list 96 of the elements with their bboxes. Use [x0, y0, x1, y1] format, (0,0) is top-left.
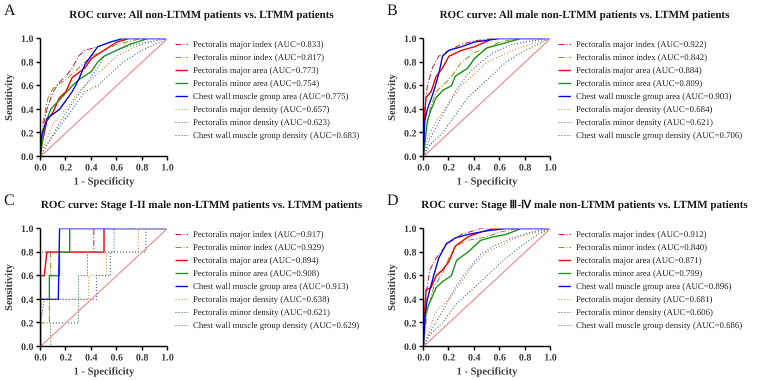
legend-label: Chest wall muscle group area (AUC=0.913): [193, 280, 348, 292]
x-tick-label: 0.0: [417, 352, 430, 364]
legend-label: Pectoralis minor density (AUC=0.623): [193, 116, 330, 128]
y-tick-label: 0.6: [404, 81, 416, 92]
x-tick-label: 1.0: [161, 352, 174, 364]
legend-label: Pectoralis major density (AUC=0.638): [193, 293, 330, 305]
text: C: [4, 191, 15, 211]
text: Pectoralis major area (AUC=0.871): [576, 254, 702, 266]
legend-label: Pectoralis minor area (AUC=0.809): [576, 77, 702, 89]
legend-label: Pectoralis minor density (AUC=0.606): [576, 306, 713, 318]
text: B: [387, 1, 398, 21]
x-tick-label: 0.0: [417, 162, 430, 174]
x-tick-label: 0.2: [60, 162, 72, 174]
x-tick-label: 0.8: [136, 162, 148, 174]
legend-label: Chest wall muscle group area (AUC=0.775): [193, 90, 348, 102]
x-axis-title: 1 - Specificity: [456, 176, 518, 188]
text: Pectoralis major index (AUC=0.917): [193, 228, 324, 240]
x-tick-label: 0.6: [110, 352, 123, 364]
y-tick-label: 0.0: [404, 152, 416, 163]
x-axis-title: 1 - Specificity: [74, 176, 136, 188]
x-tick-label: 0.4: [468, 162, 481, 174]
text: ROC curve: Stage I-II male non-LTMM patients vs. LTMM patients: [40, 198, 364, 213]
y-tick-label: 1.0: [21, 224, 34, 235]
legend-label: Pectoralis major index (AUC=0.833): [193, 38, 324, 50]
legend-label: Pectoralis minor index (AUC=0.817): [193, 51, 324, 63]
y-tick-label: 1.0: [404, 34, 416, 45]
y-tick-label: 0.4: [21, 294, 34, 306]
y-tick-label: 0.6: [404, 271, 416, 282]
x-tick-label: 0.2: [442, 162, 456, 174]
y-tick-label: 0.4: [21, 104, 34, 116]
legend-label: Pectoralis minor density (AUC=0.621): [193, 306, 330, 318]
legend-label: Chest wall muscle group area (AUC=0.896): [576, 280, 732, 292]
text: ROC curve: Stage Ⅲ-Ⅳ male non-LTMM patients vs. LTMM patients: [420, 198, 749, 213]
y-tick-label: 0.8: [404, 58, 416, 69]
text: Pectoralis major area (AUC=0.894): [193, 254, 319, 266]
text: Pectoralis minor index (AUC=0.840): [576, 241, 708, 253]
y-tick-label: 1.0: [21, 34, 34, 45]
x-tick-label: 0.6: [110, 162, 123, 174]
y-tick-label: 0.8: [404, 248, 416, 259]
y-tick-label: 0.6: [21, 271, 34, 282]
x-tick-label: 0.6: [493, 162, 506, 174]
x-tick-label: 0.2: [442, 352, 456, 364]
legend-label: Chest wall muscle group density (AUC=0.683): [193, 129, 360, 141]
y-tick-label: 0.2: [404, 128, 416, 140]
x-tick-label: 1.0: [544, 352, 557, 364]
text: Pectoralis major index (AUC=0.912): [576, 228, 707, 240]
legend-label: Pectoralis minor area (AUC=0.799): [576, 267, 702, 279]
y-tick-label: 0.2: [404, 318, 416, 330]
y-tick-label: 1.0: [404, 224, 416, 235]
legend-label: Pectoralis minor density (AUC=0.621): [576, 116, 713, 128]
x-tick-label: 0.6: [493, 352, 506, 364]
y-tick-label: 0.0: [404, 342, 416, 353]
x-axis-title: 1 - Specificity: [74, 366, 136, 378]
legend-label: Chest wall muscle group density (AUC=0.706): [576, 129, 742, 141]
y-tick-label: 0.0: [21, 342, 34, 353]
y-tick-label: 0.2: [21, 128, 34, 140]
legend-label: Pectoralis minor area (AUC=0.908): [193, 267, 320, 279]
legend-label: Pectoralis major density (AUC=0.657): [193, 103, 330, 115]
text: ROC curve: All male non-LTMM patients vs. LTMM patients: [438, 8, 730, 23]
y-tick-label: 0.8: [21, 248, 34, 259]
x-tick-label: 1.0: [544, 162, 557, 174]
y-tick-label: 0.4: [404, 294, 416, 306]
x-tick-label: 0.8: [518, 162, 532, 174]
legend-label: Pectoralis major density (AUC=0.681): [576, 293, 712, 305]
y-tick-label: 0.2: [21, 318, 34, 330]
x-tick-label: 0.4: [468, 352, 481, 364]
y-axis-title: Sensitivity: [4, 73, 15, 121]
legend-label: Pectoralis major index (AUC=0.922): [576, 38, 707, 50]
legend-label: Pectoralis major area (AUC=0.884): [576, 64, 702, 76]
text: Pectoralis minor index (AUC=0.929): [193, 241, 324, 253]
legend-label: Pectoralis minor area (AUC=0.754): [193, 77, 320, 89]
legend-label: Chest wall muscle group density (AUC=0.686): [576, 319, 742, 331]
legend-label: Chest wall muscle group area (AUC=0.903): [576, 90, 732, 102]
legend-label: Pectoralis major density (AUC=0.684): [576, 103, 712, 115]
x-tick-label: 0.0: [34, 352, 47, 364]
y-tick-label: 0.4: [404, 104, 416, 116]
x-tick-label: 0.8: [518, 352, 532, 364]
x-tick-label: 0.2: [60, 352, 72, 364]
x-tick-label: 0.8: [136, 352, 148, 364]
text: A: [4, 1, 16, 21]
text: ROC curve: All non-LTMM patients vs. LTMM patients: [68, 8, 335, 23]
y-axis-title: Sensitivity: [387, 263, 398, 311]
text: D: [387, 191, 399, 211]
y-axis-title: Sensitivity: [387, 73, 398, 121]
x-tick-label: 0.4: [85, 162, 98, 174]
x-tick-label: 1.0: [161, 162, 174, 174]
x-tick-label: 0.0: [34, 162, 47, 174]
y-tick-label: 0.8: [21, 58, 34, 69]
legend-label: Pectoralis minor index (AUC=0.842): [576, 51, 708, 63]
x-axis-title: 1 - Specificity: [456, 366, 518, 378]
y-axis-title: Sensitivity: [4, 263, 15, 311]
y-tick-label: 0.6: [21, 81, 34, 92]
x-tick-label: 0.4: [85, 352, 98, 364]
y-tick-label: 0.0: [21, 152, 34, 163]
legend-label: Chest wall muscle group density (AUC=0.629): [193, 319, 360, 331]
legend-label: Pectoralis major area (AUC=0.773): [193, 64, 319, 76]
